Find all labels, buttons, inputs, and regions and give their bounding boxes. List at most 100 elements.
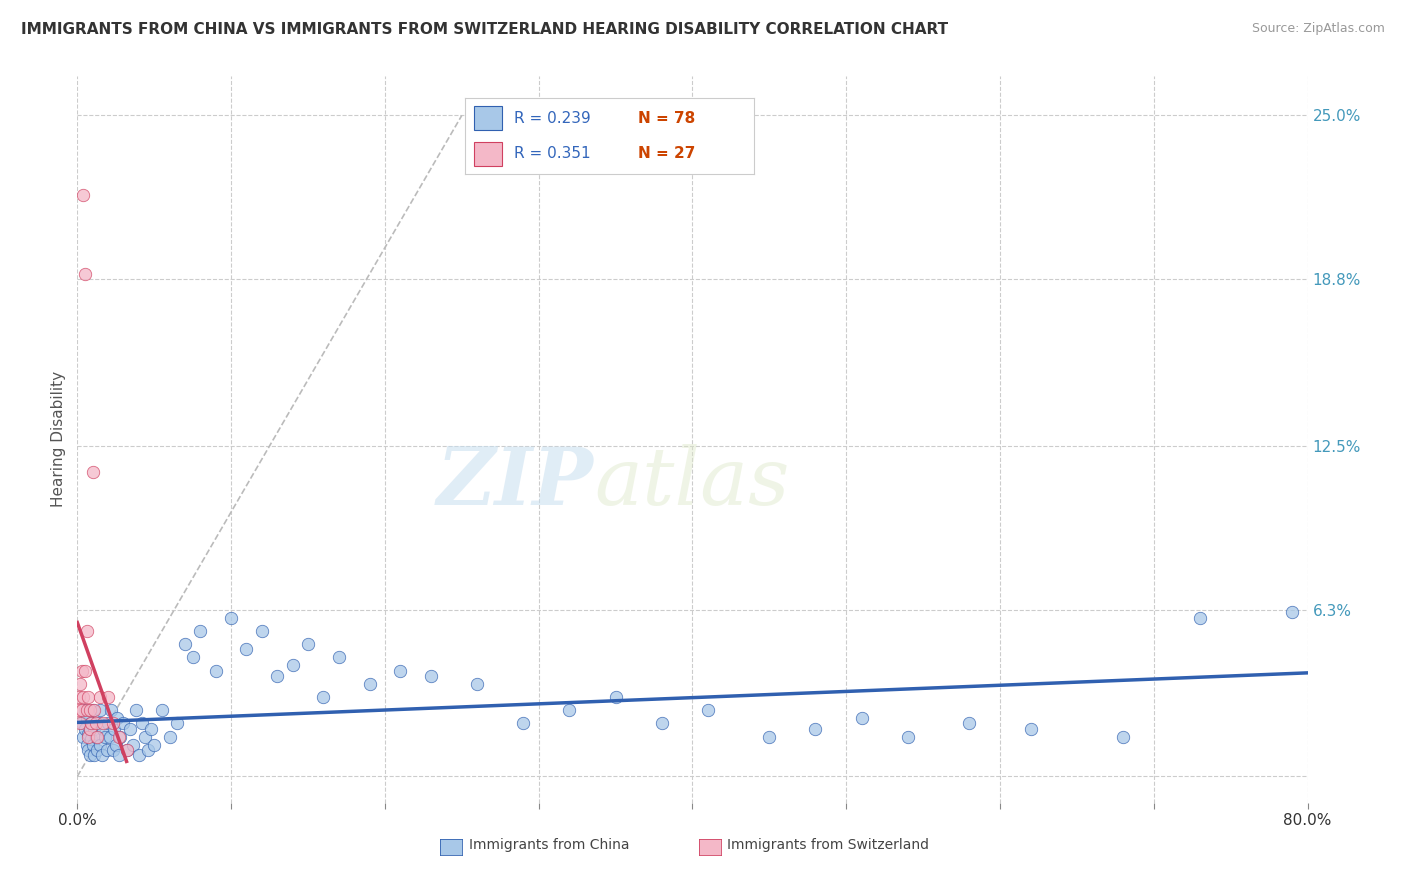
Point — [181, 650, 204, 665]
Text: atlas: atlas — [595, 444, 789, 522]
Point — [70, 703, 93, 717]
Point — [651, 716, 673, 731]
Point — [957, 716, 980, 731]
Point — [76, 711, 98, 725]
Point — [86, 730, 108, 744]
Point — [86, 743, 108, 757]
Point — [250, 624, 273, 638]
Point — [143, 738, 166, 752]
Point — [72, 690, 94, 704]
Text: Immigrants from Switzerland: Immigrants from Switzerland — [727, 838, 929, 852]
Point — [266, 669, 288, 683]
Point — [93, 716, 115, 731]
Point — [121, 738, 143, 752]
Point — [70, 716, 93, 731]
Text: Immigrants from China: Immigrants from China — [468, 838, 628, 852]
Point — [98, 730, 121, 744]
Point — [69, 677, 91, 691]
Point — [1019, 722, 1042, 736]
Point — [897, 730, 920, 744]
Point — [94, 730, 117, 744]
Point — [73, 267, 96, 281]
Point — [79, 748, 101, 763]
Point — [79, 722, 101, 736]
Point — [79, 703, 101, 717]
Point — [141, 722, 163, 736]
Point — [84, 730, 107, 744]
Point — [281, 658, 304, 673]
Point — [204, 664, 226, 678]
Point — [73, 664, 96, 678]
Point — [389, 664, 412, 678]
Point — [77, 743, 100, 757]
Point — [115, 743, 138, 757]
Point — [150, 703, 173, 717]
Point — [174, 637, 197, 651]
Point — [93, 722, 115, 736]
Point — [219, 611, 242, 625]
Point — [73, 703, 96, 717]
Point — [67, 703, 90, 717]
Point — [104, 738, 127, 752]
Point — [359, 677, 381, 691]
Point — [76, 738, 98, 752]
Point — [115, 743, 138, 757]
Point — [188, 624, 212, 638]
Point — [112, 716, 135, 731]
Point — [758, 730, 780, 744]
Point — [851, 711, 873, 725]
Point — [76, 703, 98, 717]
Point — [328, 650, 350, 665]
Point — [804, 722, 827, 736]
Point — [76, 624, 98, 638]
Point — [696, 703, 718, 717]
Point — [77, 690, 100, 704]
Point — [87, 716, 110, 731]
Point — [67, 690, 90, 704]
Point — [82, 466, 104, 480]
Point — [97, 690, 120, 704]
Point — [83, 703, 105, 717]
Point — [72, 187, 94, 202]
Point — [97, 716, 120, 731]
Point — [118, 722, 141, 736]
Point — [108, 730, 131, 744]
Point — [125, 703, 148, 717]
Point — [73, 722, 96, 736]
Point — [108, 748, 131, 763]
Point — [101, 716, 124, 731]
Point — [297, 637, 319, 651]
Point — [89, 703, 111, 717]
Point — [83, 748, 105, 763]
Point — [558, 703, 581, 717]
Point — [1112, 730, 1135, 744]
Point — [159, 730, 181, 744]
Point — [70, 664, 93, 678]
Point — [79, 722, 101, 736]
Y-axis label: Hearing Disability: Hearing Disability — [51, 371, 66, 508]
Point — [82, 738, 104, 752]
Text: IMMIGRANTS FROM CHINA VS IMMIGRANTS FROM SWITZERLAND HEARING DISABILITY CORRELAT: IMMIGRANTS FROM CHINA VS IMMIGRANTS FROM… — [21, 22, 948, 37]
Point — [96, 743, 118, 757]
Point — [128, 748, 150, 763]
Point — [80, 732, 103, 747]
Point — [131, 716, 153, 731]
Point — [110, 730, 132, 744]
Point — [80, 716, 103, 731]
Point — [77, 727, 100, 741]
Point — [312, 690, 335, 704]
Point — [136, 743, 159, 757]
Point — [1281, 606, 1303, 620]
Text: ZIP: ZIP — [437, 444, 595, 522]
Point — [77, 730, 100, 744]
Point — [420, 669, 443, 683]
Point — [166, 716, 188, 731]
Point — [80, 716, 103, 731]
Point — [465, 677, 488, 691]
Point — [235, 642, 257, 657]
Point — [83, 722, 105, 736]
Point — [134, 730, 156, 744]
Point — [101, 743, 124, 757]
Point — [89, 690, 111, 704]
Point — [84, 716, 107, 731]
